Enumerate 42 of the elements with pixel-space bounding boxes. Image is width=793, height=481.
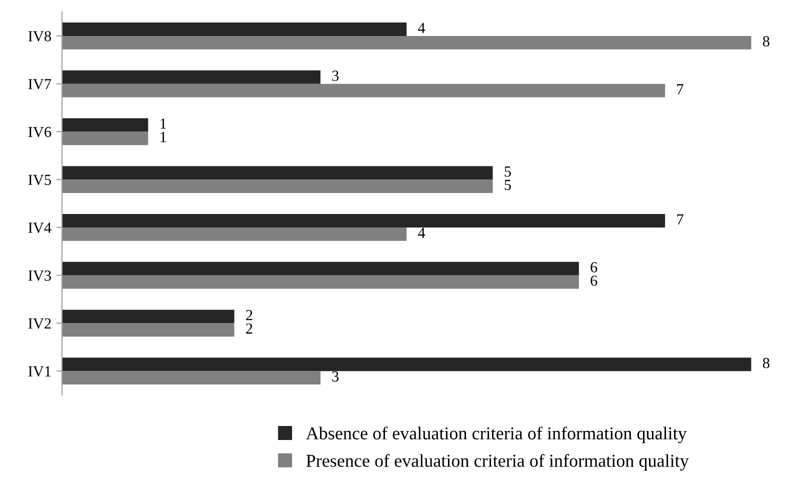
data-label: 1 <box>160 118 166 129</box>
data-label: 4 <box>418 22 426 33</box>
data-label: 7 <box>677 84 684 94</box>
data-label: 5 <box>504 180 511 190</box>
bar <box>62 214 666 228</box>
legend-label: Presence of evaluation criteria of information quality <box>306 454 689 471</box>
data-label: 5 <box>504 166 511 177</box>
y-tick-label: IV3 <box>28 270 51 281</box>
bar <box>62 358 752 372</box>
y-tick-label: IV6 <box>28 126 52 138</box>
y-tick-label: IV5 <box>28 174 51 186</box>
y-tick-label: IV1 <box>28 366 51 377</box>
bar <box>62 262 579 276</box>
bar <box>62 22 407 36</box>
bar <box>62 70 320 84</box>
bar <box>62 275 579 289</box>
data-label: 4 <box>418 228 426 238</box>
bar <box>62 227 407 241</box>
data-label: 7 <box>677 214 684 224</box>
bar <box>62 371 320 384</box>
data-label: 6 <box>590 276 598 286</box>
bar <box>62 84 666 98</box>
bar <box>62 323 234 337</box>
data-label: 2 <box>246 323 252 334</box>
data-label: 2 <box>246 310 252 320</box>
y-tick-label: IV7 <box>28 79 52 90</box>
legend-label: Absence of evaluation criteria of information quality <box>306 426 687 444</box>
y-tick-label: IV2 <box>28 318 51 329</box>
bar <box>62 180 493 193</box>
y-tick-label: IV8 <box>28 31 51 42</box>
bar <box>62 118 148 132</box>
data-label: 6 <box>590 262 598 272</box>
bar <box>62 166 493 180</box>
data-label: 3 <box>332 70 339 81</box>
bar <box>62 132 148 146</box>
bar <box>62 36 752 50</box>
y-tick-label: IV4 <box>28 222 52 233</box>
data-label: 3 <box>332 371 339 382</box>
bar <box>62 310 234 324</box>
data-label: 8 <box>762 358 770 368</box>
data-label: 8 <box>762 36 770 46</box>
data-label: 1 <box>160 132 166 142</box>
